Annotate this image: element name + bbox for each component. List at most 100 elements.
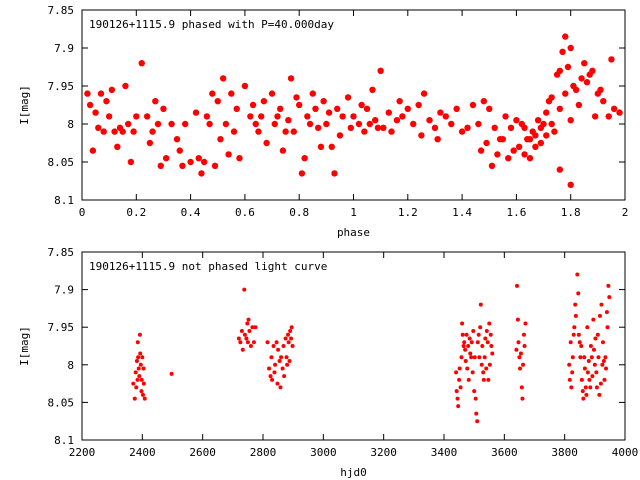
data-point — [287, 359, 292, 364]
data-point — [569, 385, 574, 390]
data-point — [142, 396, 147, 401]
data-point — [245, 340, 250, 345]
data-point — [603, 366, 608, 371]
data-point — [591, 317, 596, 322]
data-point — [576, 291, 581, 296]
data-point — [134, 385, 139, 390]
data-point — [139, 377, 144, 382]
data-point — [475, 419, 480, 424]
data-point — [578, 75, 585, 82]
data-point — [442, 113, 450, 120]
data-point — [247, 328, 252, 333]
x-tick-label: 4000 — [612, 446, 639, 459]
data-point — [483, 139, 490, 147]
data-point — [404, 105, 411, 113]
data-point — [157, 162, 164, 169]
x-tick-label: 2200 — [69, 446, 96, 459]
data-point — [567, 362, 572, 367]
data-point — [595, 332, 600, 337]
data-point — [548, 120, 555, 128]
data-point — [162, 155, 170, 162]
data-point — [135, 340, 140, 345]
data-point — [458, 385, 463, 390]
data-point — [122, 82, 129, 90]
data-point — [214, 98, 221, 105]
data-point — [344, 94, 352, 101]
data-point — [589, 355, 594, 360]
data-point — [588, 385, 593, 390]
data-point — [471, 328, 476, 333]
data-point — [132, 396, 137, 401]
data-point — [598, 381, 603, 386]
data-point — [469, 340, 474, 345]
data-point — [465, 366, 470, 371]
data-point — [317, 143, 325, 150]
data-point — [320, 98, 327, 105]
data-point — [475, 340, 480, 345]
data-point — [269, 355, 274, 360]
data-point — [570, 82, 577, 90]
data-point — [472, 355, 477, 360]
data-point — [140, 355, 145, 360]
data-point — [280, 366, 285, 371]
data-point — [415, 101, 422, 109]
data-point — [281, 344, 286, 348]
data-point — [582, 355, 587, 360]
data-point — [133, 113, 140, 120]
data-point — [108, 86, 116, 94]
data-point — [137, 374, 142, 379]
data-point — [477, 355, 482, 360]
data-point — [458, 128, 466, 135]
data-point — [149, 128, 156, 135]
data-point — [534, 117, 542, 124]
data-point — [198, 170, 205, 177]
data-point — [477, 147, 485, 154]
y-tick-label: 7.95 — [48, 80, 75, 93]
data-point — [245, 321, 250, 326]
data-point — [600, 340, 605, 345]
data-point — [532, 132, 539, 139]
data-point — [521, 362, 526, 367]
data-point — [570, 355, 575, 360]
data-point — [358, 101, 365, 109]
data-point — [582, 366, 587, 371]
data-point — [179, 162, 186, 169]
chart-title: 190126+1115.9 phased with P=40.000day — [89, 18, 334, 31]
data-point — [278, 385, 283, 390]
data-point — [507, 124, 515, 131]
y-axis-label: I[mag] — [18, 85, 31, 125]
data-point — [267, 366, 272, 371]
data-point — [568, 340, 573, 345]
data-point — [331, 170, 338, 177]
data-point — [483, 336, 488, 341]
data-point — [105, 113, 113, 120]
data-point — [385, 109, 392, 116]
y-tick-label: 8.1 — [54, 434, 74, 447]
data-point — [486, 377, 491, 382]
data-point — [556, 105, 564, 113]
data-point — [246, 317, 251, 322]
data-point — [454, 370, 459, 375]
data-point — [236, 336, 241, 341]
data-point — [240, 347, 245, 352]
data-point — [600, 362, 605, 367]
data-point — [605, 113, 612, 120]
data-point — [579, 344, 584, 348]
data-point — [487, 362, 492, 367]
data-point — [265, 340, 270, 345]
data-point — [111, 128, 118, 135]
data-point — [203, 113, 211, 120]
data-point — [562, 33, 569, 40]
data-point — [484, 328, 489, 333]
data-point — [460, 332, 465, 337]
data-point — [181, 120, 189, 128]
data-point — [481, 370, 486, 375]
data-point — [608, 56, 615, 63]
data-point — [517, 355, 522, 360]
data-point — [562, 90, 569, 97]
data-point — [516, 340, 521, 345]
data-point — [616, 109, 623, 116]
data-point — [480, 98, 488, 105]
data-point — [219, 75, 227, 82]
